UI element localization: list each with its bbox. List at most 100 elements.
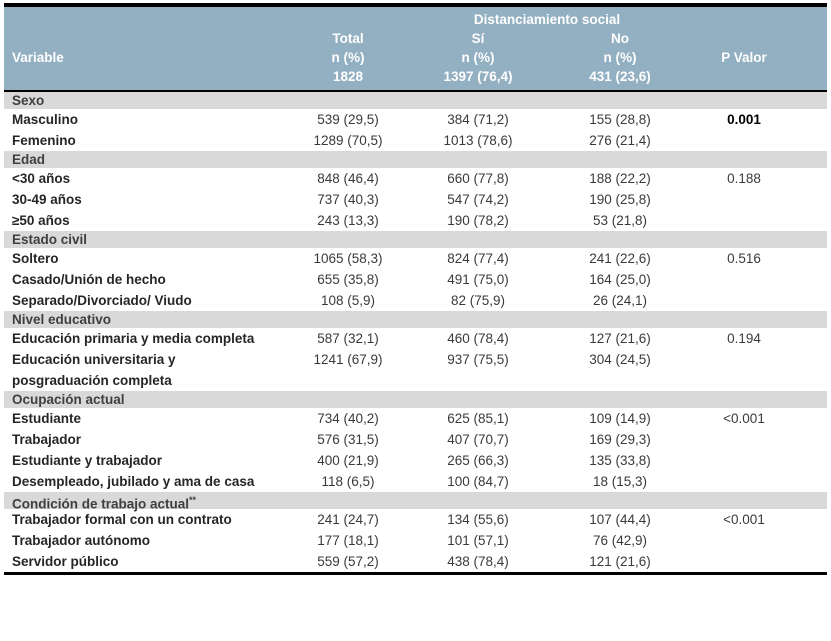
- row-label: Estudiante: [12, 411, 82, 426]
- table-row: Trabajador formal con un contrato 241 (2…: [4, 509, 827, 530]
- table-row: Educación primaria y media completa 587 …: [4, 328, 827, 349]
- table-row: Casado/Unión de hecho 655 (35,8) 491 (75…: [4, 269, 827, 290]
- cell-no: 76 (42,9): [592, 533, 648, 548]
- row-label: Femenino: [12, 133, 76, 148]
- cell-total: 587 (32,1): [317, 331, 379, 346]
- cell-si: 824 (77,4): [447, 251, 509, 266]
- section-title-footnote-marker: **: [189, 495, 197, 505]
- header-col-si-subtitle: n (%): [461, 50, 495, 65]
- cell-no: 155 (28,8): [589, 112, 651, 127]
- cell-si: 407 (70,7): [447, 432, 509, 447]
- section-title: Estado civil: [12, 232, 88, 247]
- cell-total: 737 (40,3): [317, 192, 379, 207]
- cell-si: 438 (78,4): [447, 554, 509, 569]
- cell-si: 134 (55,6): [447, 512, 509, 527]
- cell-no: 190 (25,8): [589, 192, 651, 207]
- table-row: Separado/Divorciado/ Viudo 108 (5,9) 82 …: [4, 290, 827, 311]
- section-header-row: Estado civil: [4, 231, 827, 248]
- cell-si: 625 (85,1): [447, 411, 509, 426]
- row-label: Soltero: [12, 251, 59, 266]
- cell-si: 100 (84,7): [447, 474, 509, 489]
- table-row: <30 años 848 (46,4) 660 (77,8) 188 (22,2…: [4, 168, 827, 189]
- cell-p-valor: 0.516: [727, 251, 761, 266]
- cell-p-valor: <0.001: [723, 512, 765, 527]
- cell-no: 127 (21,6): [589, 331, 651, 346]
- row-label: 30-49 años: [12, 192, 82, 207]
- cell-no: 169 (29,3): [589, 432, 651, 447]
- row-label: Trabajador formal con un contrato: [12, 512, 232, 527]
- section-title: Edad: [12, 152, 46, 167]
- cell-si: 660 (77,8): [447, 171, 509, 186]
- cell-total: 241 (24,7): [317, 512, 379, 527]
- row-label: Masculino: [12, 112, 79, 127]
- row-label: Educación primaria y media completa: [12, 331, 255, 346]
- cell-total: 118 (6,5): [321, 474, 375, 489]
- cell-total: 108 (5,9): [320, 293, 376, 308]
- table-row: Estudiante y trabajador 400 (21,9) 265 (…: [4, 450, 827, 471]
- cell-no: 18 (15,3): [592, 474, 648, 489]
- table-row: Estudiante 734 (40,2) 625 (85,1) 109 (14…: [4, 408, 827, 429]
- cell-si: 384 (71,2): [447, 112, 509, 127]
- table-row: Soltero 1065 (58,3) 824 (77,4) 241 (22,6…: [4, 248, 827, 269]
- row-label: Educación universitaria y posgraduación …: [12, 352, 176, 388]
- table-row: 30-49 años 737 (40,3) 547 (74,2) 190 (25…: [4, 189, 827, 210]
- table-row: Femenino 1289 (70,5) 1013 (78,6) 276 (21…: [4, 130, 827, 151]
- table-row: Masculino 539 (29,5) 384 (71,2) 155 (28,…: [4, 109, 827, 130]
- cell-no: 53 (21,8): [592, 213, 648, 228]
- section-header-row: Nivel educativo: [4, 311, 827, 328]
- cell-total: 1289 (70,5): [313, 133, 383, 148]
- row-label: Estudiante y trabajador: [12, 453, 163, 468]
- header-col-no-title: No: [611, 31, 629, 46]
- cell-no: 304 (24,5): [589, 352, 651, 367]
- header-col-no-count: 431 (23,6): [589, 69, 651, 84]
- cell-total: 559 (57,2): [317, 554, 379, 569]
- row-label: Trabajador: [12, 432, 82, 447]
- cell-no: 107 (44,4): [589, 512, 651, 527]
- section-header-row: Sexo: [4, 92, 827, 109]
- table-row: Trabajador 576 (31,5) 407 (70,7) 169 (29…: [4, 429, 827, 450]
- cell-total: 1065 (58,3): [313, 251, 383, 266]
- cell-si: 82 (75,9): [450, 293, 506, 308]
- row-label: Casado/Unión de hecho: [12, 272, 166, 287]
- header-col-total-subtitle: n (%): [331, 50, 365, 65]
- row-label: ≥50 años: [12, 213, 70, 228]
- cell-si: 460 (78,4): [447, 331, 509, 346]
- cell-no: 276 (21,4): [589, 133, 651, 148]
- header-col-total-count: 1828: [332, 69, 364, 84]
- cell-p-valor: 0.188: [727, 171, 761, 186]
- table-row: ≥50 años 243 (13,3) 190 (78,2) 53 (21,8): [4, 210, 827, 231]
- cell-no: 26 (24,1): [592, 293, 648, 308]
- table-row: Desempleado, jubilado y ama de casa 118 …: [4, 471, 827, 492]
- cell-total: 655 (35,8): [317, 272, 379, 287]
- cell-total: 848 (46,4): [317, 171, 379, 186]
- section-title: Condición de trabajo actual: [12, 496, 190, 512]
- row-label: Separado/Divorciado/ Viudo: [12, 293, 192, 308]
- section-title: Nivel educativo: [12, 312, 112, 327]
- table-header: Distanciamiento social Total Sí No Varia…: [4, 7, 827, 92]
- cell-si: 101 (57,1): [447, 533, 509, 548]
- cell-total: 734 (40,2): [317, 411, 379, 426]
- header-col-si-title: Sí: [471, 31, 485, 46]
- header-col-total-title: Total: [332, 31, 364, 46]
- cell-si: 937 (75,5): [447, 352, 509, 367]
- row-label: Servidor público: [12, 554, 119, 569]
- cell-total: 243 (13,3): [317, 213, 379, 228]
- row-label: Desempleado, jubilado y ama de casa: [12, 474, 255, 489]
- header-col-si-count: 1397 (76,4): [443, 69, 513, 84]
- section-header-row: Edad: [4, 151, 827, 168]
- cell-p-valor: 0.001: [727, 112, 761, 127]
- cell-no: 164 (25,0): [589, 272, 651, 287]
- cell-si: 265 (66,3): [447, 453, 509, 468]
- table-row: Trabajador autónomo 177 (18,1) 101 (57,1…: [4, 530, 827, 551]
- cell-no: 188 (22,2): [589, 171, 651, 186]
- cell-si: 491 (75,0): [447, 272, 509, 287]
- cell-no: 135 (33,8): [589, 453, 651, 468]
- cell-total: 539 (29,5): [317, 112, 379, 127]
- cell-si: 190 (78,2): [447, 213, 509, 228]
- statistics-table: Distanciamiento social Total Sí No Varia…: [4, 3, 827, 575]
- header-col-no-subtitle: n (%): [603, 50, 637, 65]
- section-title: Sexo: [12, 93, 45, 108]
- cell-p-valor: 0.194: [727, 331, 761, 346]
- table-row: Servidor público 559 (57,2) 438 (78,4) 1…: [4, 551, 827, 572]
- header-group-distanciamiento-social: Distanciamiento social: [473, 12, 621, 27]
